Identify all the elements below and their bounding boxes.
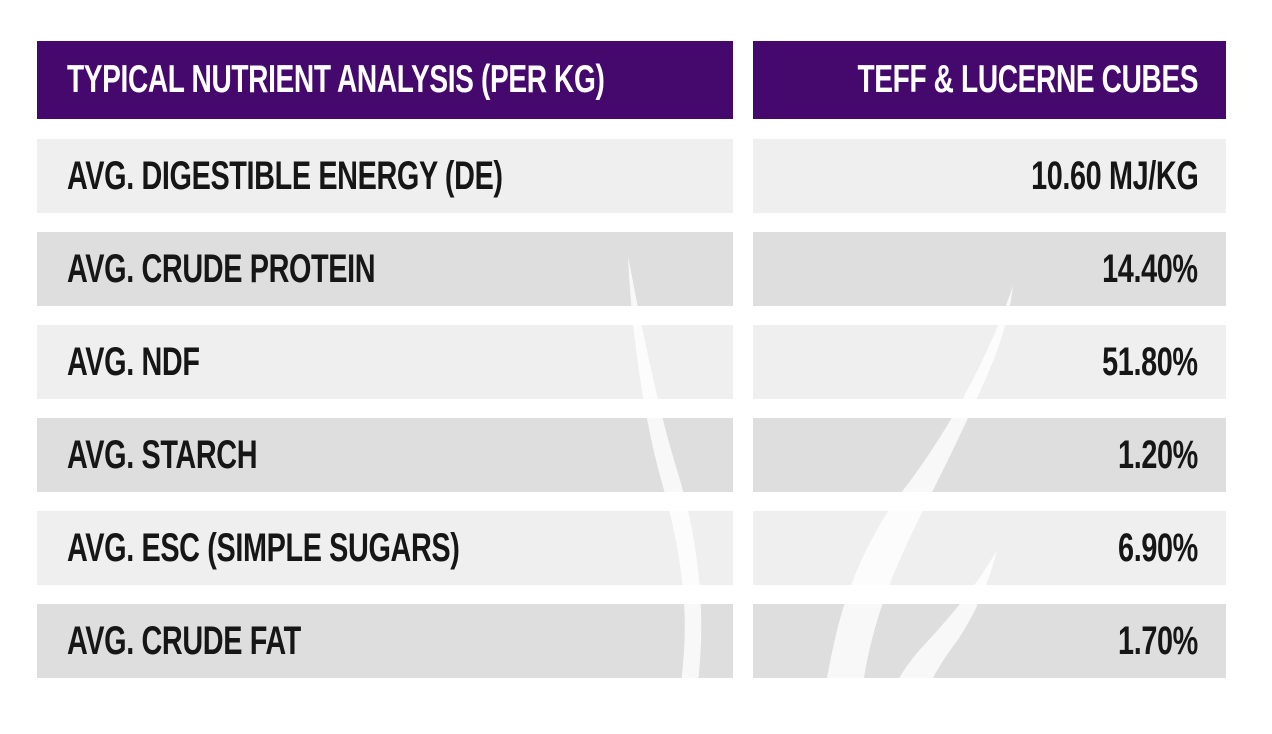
table-row: AVG. ESC (SIMPLE SUGARS) 6.90% [37, 511, 1226, 585]
nutrient-label: AVG. DIGESTIBLE ENERGY (DE) [67, 153, 503, 198]
table-row: AVG. CRUDE FAT 1.70% [37, 604, 1226, 678]
nutrient-value: 10.60 MJ/KG [1030, 153, 1199, 198]
row-value-cell: 10.60 MJ/KG [753, 139, 1226, 213]
header-cell-analysis-title: TYPICAL NUTRIENT ANALYSIS (PER KG) [37, 41, 733, 119]
row-label-cell: AVG. DIGESTIBLE ENERGY (DE) [37, 139, 733, 213]
nutrient-label: AVG. ESC (SIMPLE SUGARS) [67, 525, 460, 570]
table-row: AVG. NDF 51.80% [37, 325, 1226, 399]
row-label-cell: AVG. STARCH [37, 418, 733, 492]
nutrient-value: 1.70% [1118, 618, 1198, 663]
table-row: AVG. DIGESTIBLE ENERGY (DE) 10.60 MJ/KG [37, 139, 1226, 213]
header-cell-product-name: TEFF & LUCERNE CUBES [753, 41, 1226, 119]
nutrient-analysis-table: TYPICAL NUTRIENT ANALYSIS (PER KG) TEFF … [37, 41, 1226, 678]
row-label-cell: AVG. ESC (SIMPLE SUGARS) [37, 511, 733, 585]
table-header-row: TYPICAL NUTRIENT ANALYSIS (PER KG) TEFF … [37, 41, 1226, 119]
row-label-cell: AVG. CRUDE PROTEIN [37, 232, 733, 306]
table-title: TYPICAL NUTRIENT ANALYSIS (PER KG) [67, 58, 605, 101]
nutrient-value: 14.40% [1102, 246, 1198, 291]
table-row: AVG. CRUDE PROTEIN 14.40% [37, 232, 1226, 306]
row-label-cell: AVG. CRUDE FAT [37, 604, 733, 678]
table-row: AVG. STARCH 1.20% [37, 418, 1226, 492]
nutrient-label: AVG. CRUDE FAT [67, 618, 301, 663]
nutrient-label: AVG. STARCH [67, 432, 258, 477]
nutrient-label: AVG. CRUDE PROTEIN [67, 246, 376, 291]
row-value-cell: 6.90% [753, 511, 1226, 585]
row-value-cell: 1.20% [753, 418, 1226, 492]
row-value-cell: 14.40% [753, 232, 1226, 306]
nutrient-label: AVG. NDF [67, 339, 200, 384]
row-value-cell: 1.70% [753, 604, 1226, 678]
row-value-cell: 51.80% [753, 325, 1226, 399]
nutrient-value: 1.20% [1118, 432, 1198, 477]
nutrient-value: 51.80% [1102, 339, 1198, 384]
nutrient-value: 6.90% [1118, 525, 1198, 570]
row-label-cell: AVG. NDF [37, 325, 733, 399]
product-name: TEFF & LUCERNE CUBES [857, 58, 1198, 101]
